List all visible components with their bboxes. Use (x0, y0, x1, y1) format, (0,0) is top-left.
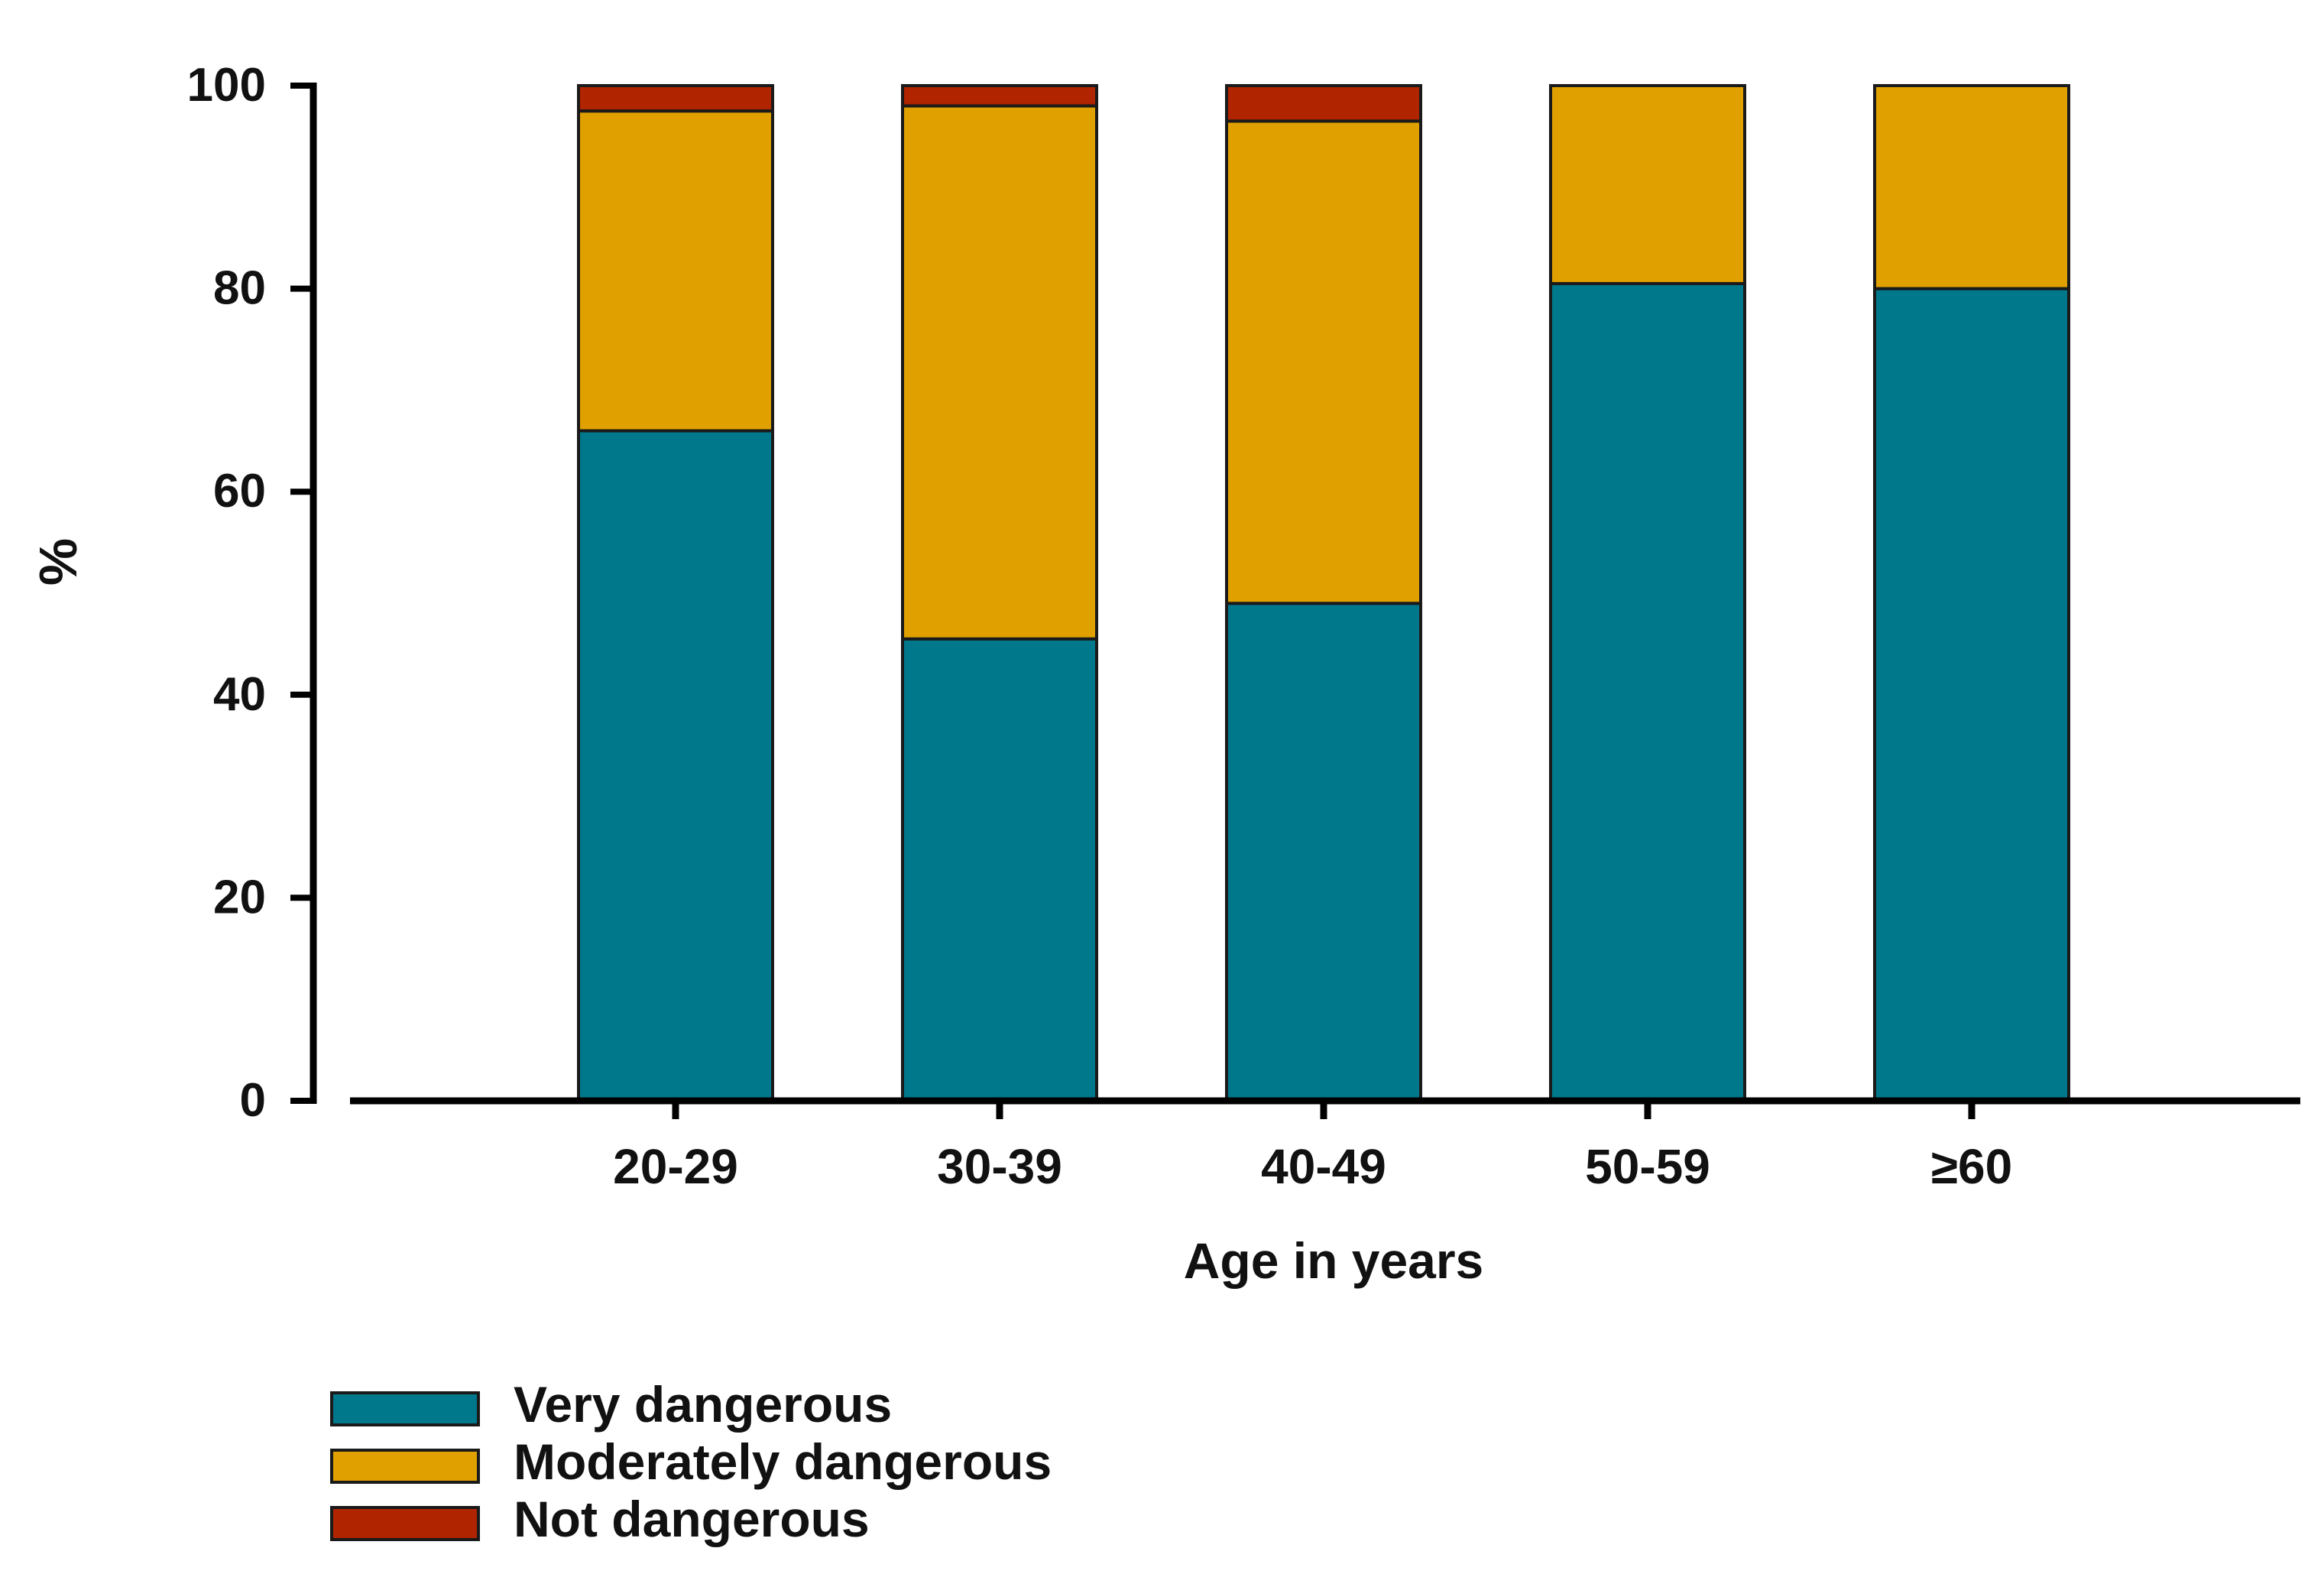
y-axis-label: % (28, 538, 88, 586)
bar-2-not-dangerous (901, 84, 1098, 108)
bars-group (577, 84, 2070, 1103)
y-tick-label: 80 (213, 262, 266, 315)
x-tick-label: 50-59 (1585, 1139, 1710, 1194)
y-ticks-group: 0 20 40 60 80 100 (187, 59, 313, 1127)
legend-swatch-moderately-dangerous (330, 1449, 480, 1484)
legend-label: Moderately dangerous (514, 1433, 1052, 1490)
y-tick-label: 0 (240, 1074, 266, 1127)
x-tick-label: 30-39 (937, 1139, 1062, 1194)
y-tick-label: 100 (187, 59, 266, 112)
x-tick-label: ≥60 (1931, 1139, 2012, 1194)
legend-swatch-not-dangerous (330, 1506, 480, 1541)
bar-4-very-dangerous (1549, 281, 1746, 1103)
legend-swatch-very-dangerous (330, 1391, 480, 1426)
bar-2-very-dangerous (901, 637, 1098, 1102)
bar-4-moderately-dangerous (1549, 84, 1746, 285)
legend-label: Very dangerous (514, 1376, 892, 1433)
x-tick-label: 20-29 (613, 1139, 738, 1194)
y-tick-label: 40 (213, 668, 266, 721)
bar-5-moderately-dangerous (1873, 84, 2070, 290)
bar-1-moderately-dangerous (577, 109, 774, 433)
y-tick-label: 20 (213, 871, 266, 923)
bar-2-moderately-dangerous (901, 104, 1098, 641)
bar-3-very-dangerous (1225, 602, 1422, 1102)
bar-3-not-dangerous (1225, 84, 1422, 123)
bar-1-not-dangerous (577, 84, 774, 113)
x-ticks-group: 20-29 30-39 40-49 50-59 ≥60 (613, 1101, 2012, 1194)
y-tick-label: 60 (213, 465, 266, 518)
bar-1-very-dangerous (577, 429, 774, 1102)
x-axis-label: Age in years (1184, 1232, 1484, 1289)
legend-label: Not dangerous (514, 1491, 870, 1547)
x-tick-label: 40-49 (1261, 1139, 1386, 1194)
bar-5-very-dangerous (1873, 287, 2070, 1103)
bar-3-moderately-dangerous (1225, 119, 1422, 605)
